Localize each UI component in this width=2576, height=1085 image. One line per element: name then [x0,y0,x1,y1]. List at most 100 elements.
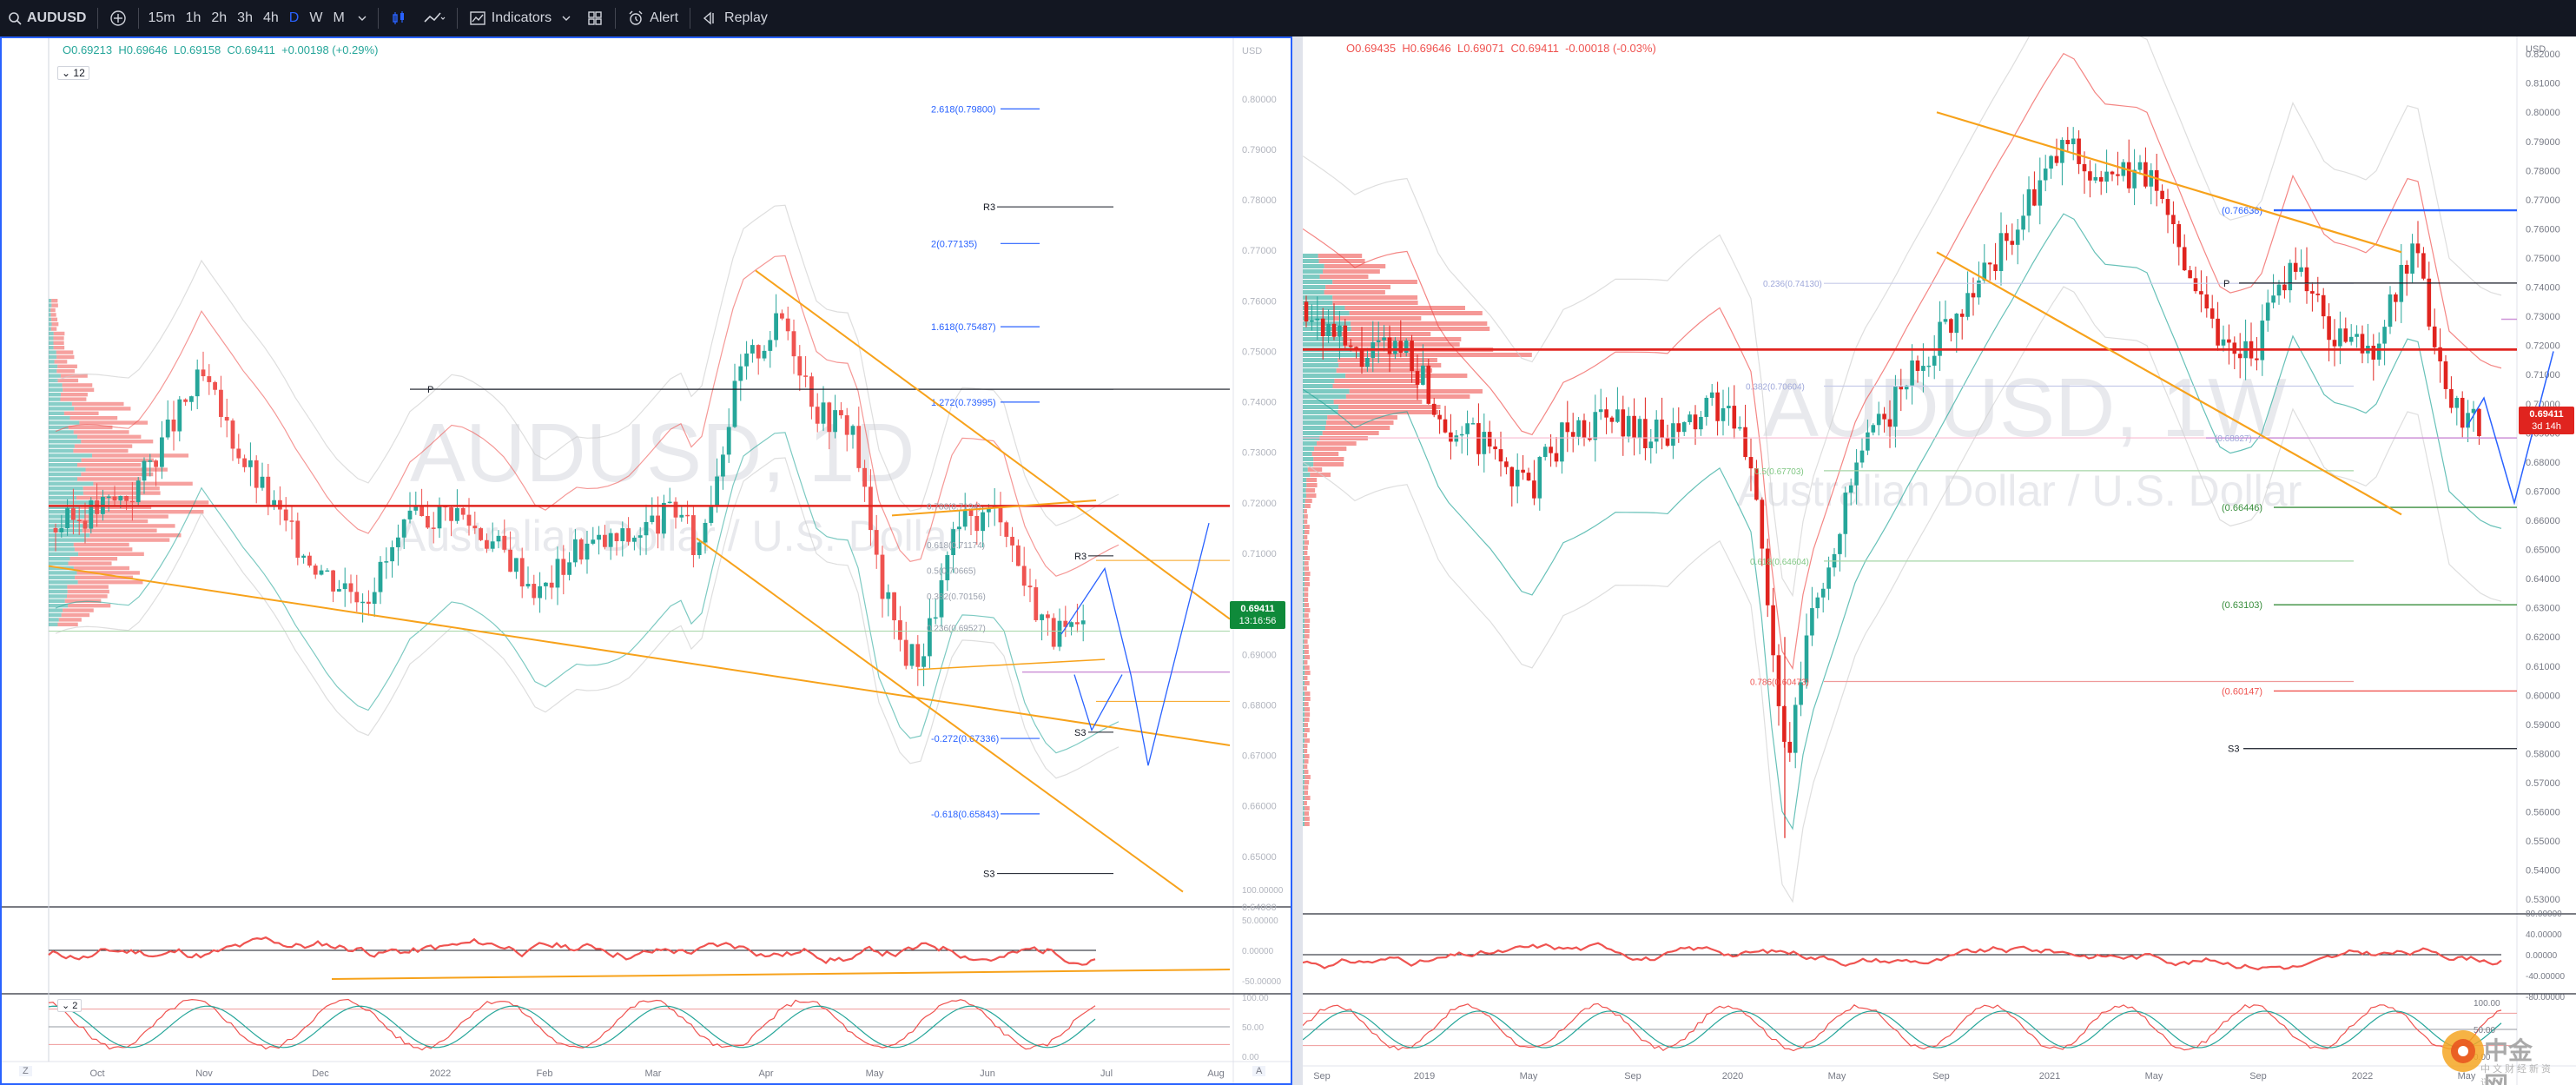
volume-profile-bar [1316,441,1357,446]
candle-body [2071,138,2076,144]
trendline [917,658,1106,671]
compare-symbol-button[interactable] [102,0,135,36]
volume-profile-bar [68,561,112,566]
stoch-tick-label: 50.00 [2474,1026,2495,1035]
volume-profile-bar [51,299,58,303]
volume-profile-bar [1303,535,1305,539]
candle-body [2182,247,2187,271]
volume-profile-bar [49,571,77,575]
volume-profile-bar [1313,457,1344,461]
bar-countdown: 3d 14h [2532,421,2561,432]
indicators-button[interactable]: Indicators [461,0,578,36]
candle-body [1815,597,1820,609]
candle-body [1954,314,1959,334]
volume-profile-bar [1304,801,1307,805]
bollinger-band [1303,36,2502,598]
symbol-search-button[interactable]: AUDUSD [0,0,94,36]
daily-chart-canvas[interactable]: AUDUSD, 1D Australian Dollar / U.S. Dolla… [2,38,1291,1083]
volume-profile-bar [67,589,109,594]
volume-profile-bar [1304,603,1309,607]
pane-legend-toggle[interactable]: ⌄ 2 [57,999,83,1012]
candle-body [567,562,571,575]
interval-D[interactable]: D [288,10,300,25]
volume-profile-bar [1303,676,1305,680]
chart-panel-daily[interactable]: AUDUSD, 1D Australian Dollar / U.S. Dolla… [0,36,1292,1085]
interval-2h[interactable]: 2h [211,10,228,25]
interval-15m[interactable]: 15m [148,10,175,25]
volume-profile-bar [1303,290,1324,294]
volume-profile-bar [1304,733,1308,738]
top-toolbar: AUDUSD 15m 1h 2h 3h 4h D W M Indicators Alert R… [0,0,2576,36]
price-tick-label: 0.81000 [2526,79,2560,89]
volume-profile-bar [1303,269,1324,274]
volume-profile-bar [1304,791,1309,795]
candle-body [1771,605,1775,656]
price-tick-label: 0.73000 [1242,448,1277,459]
ohlc-low: L0.69071 [1456,42,1505,55]
interval-3h[interactable]: 3h [237,10,253,25]
candle-body [1016,545,1020,566]
interval-dropdown[interactable] [350,0,374,36]
chart-watermark-title: AUDUSD, 1W [1763,361,2287,454]
volume-profile-bar [69,557,118,561]
bollinger-band [1303,286,2502,903]
volume-profile-bar [1303,311,1350,315]
volume-profile-bar [1303,400,1334,404]
ohlc-close: C0.69411 [227,43,275,56]
auto-scale-button[interactable]: A [1252,1066,1266,1076]
price-tick-label: 0.66000 [2526,516,2560,526]
volume-profile-bar [1303,764,1305,769]
price-tick-label: 0.68000 [2526,458,2560,468]
alert-button[interactable]: Alert [619,0,686,36]
volume-profile-bar [1303,629,1305,633]
timezone-button[interactable]: Z [19,1066,32,1076]
panel-divider[interactable] [1292,36,1303,1085]
oscillator-tick-label: 50.00000 [1242,916,1278,926]
weekly-chart-canvas[interactable]: AUDUSD, 1W Australian Dollar / U.S. Dolla… [1303,36,2576,1085]
chart-panel-weekly[interactable]: AUDUSD, 1W Australian Dollar / U.S. Dolla… [1303,36,2576,1085]
candle-body [2132,169,2137,189]
replay-button[interactable]: Replay [694,0,776,36]
bar-style-button[interactable] [382,0,415,36]
volume-profile-bar [49,491,83,495]
candle-body [2310,291,2315,294]
volume-profile-bar [91,453,189,458]
candle-body [1069,622,1073,627]
interval-W[interactable]: W [309,10,323,25]
volume-profile-bar [49,533,90,538]
volume-profile-bar [49,331,54,336]
candle-body [1354,347,1358,349]
interval-4h[interactable]: 4h [262,10,279,25]
candle-body [2110,171,2115,175]
volume-profile-bar [1303,530,1305,534]
templates-button[interactable] [578,0,611,36]
price-tick-label: 0.79000 [1242,145,1277,155]
candle-body [1515,469,1520,486]
indicator-legend-toggle[interactable]: ⌄ 12 [57,66,89,80]
volume-profile-bar [1304,665,1310,670]
volume-profile-bar [1305,806,1310,810]
pivot-label: P [2223,279,2229,289]
price-tick-label: 0.76000 [2526,224,2560,235]
oscillator-tick-label: 40.00000 [2526,930,2562,940]
time-axis-label: Dec [312,1068,329,1079]
interval-M[interactable]: M [333,10,345,25]
volume-profile-bar [1303,660,1305,665]
volume-profile-bar [63,387,95,392]
chart-watermark-title: AUDUSD, 1D [410,407,915,499]
interval-1h[interactable]: 1h [185,10,201,25]
candle-body [1737,427,1742,429]
volume-profile-bar [1327,415,1397,420]
volume-profile-bar [58,618,82,622]
volume-profile-bar [1304,592,1309,597]
price-tick-label: 0.77000 [2526,195,2560,206]
chart-type-button[interactable] [415,0,453,36]
volume-profile-bar [1305,488,1316,493]
ohlc-low: L0.69158 [173,43,221,56]
fib-extension-label: 2(0.77135) [931,239,977,249]
volume-profile-bar [49,360,55,364]
fib-retracement-label: 0.236(0.74130) [1763,280,1822,289]
volume-profile-bar [49,542,74,547]
candle-body [1715,392,1720,421]
volume-profile-bar [74,444,133,448]
